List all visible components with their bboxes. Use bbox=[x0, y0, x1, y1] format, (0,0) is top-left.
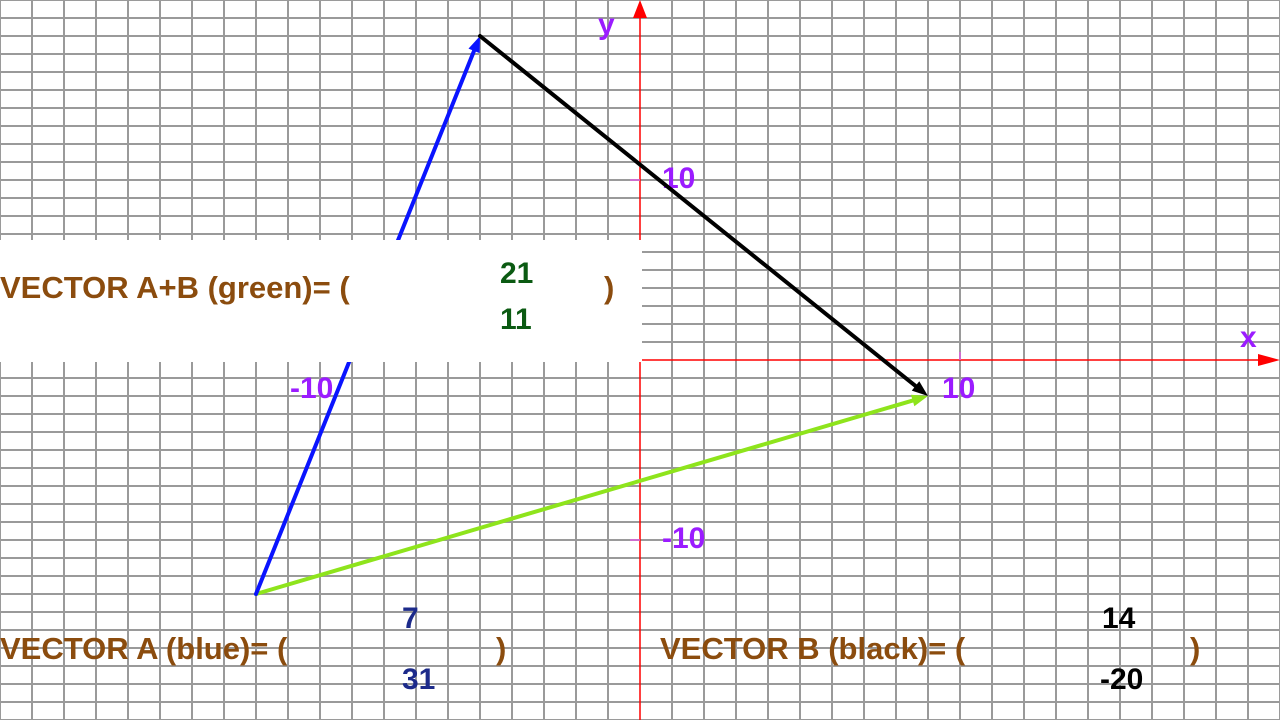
vector-a-y: 31 bbox=[402, 663, 435, 696]
vector-sum-shaft bbox=[254, 398, 915, 596]
vector-a-close-paren: ) bbox=[496, 631, 506, 666]
vector-sum-x: 21 bbox=[500, 257, 533, 290]
vector-a-label: VECTOR A (blue)= ( bbox=[0, 631, 288, 666]
vector-sum-label: VECTOR A+B (green)= ( bbox=[0, 270, 350, 305]
vector-a-arrowhead-icon bbox=[468, 36, 480, 54]
sum-label-panel bbox=[0, 240, 642, 362]
x-axis-arrow-icon bbox=[1258, 354, 1280, 366]
vector-sum-y: 11 bbox=[500, 303, 532, 336]
vector-a-x: 7 bbox=[402, 602, 419, 635]
vector-b-close-paren: ) bbox=[1190, 631, 1200, 666]
tick-label-y-10: 10 bbox=[662, 162, 695, 195]
y-axis-arrow-icon bbox=[633, 0, 647, 18]
x-axis-label: x bbox=[1240, 321, 1257, 354]
tick-label-x-neg10: -10 bbox=[290, 372, 333, 405]
vector-b-shaft bbox=[478, 34, 918, 388]
vector-sum-close-paren: ) bbox=[604, 270, 614, 305]
tick-label-y-neg10: -10 bbox=[662, 522, 705, 555]
tick-label-x-10: 10 bbox=[942, 372, 975, 405]
vector-b-y: -20 bbox=[1100, 663, 1143, 696]
vector-sum-arrowhead-icon bbox=[910, 394, 928, 407]
vector-b-arrowhead-icon bbox=[911, 381, 928, 396]
vector-b-label: VECTOR B (black)= ( bbox=[660, 631, 966, 666]
vector-b-x: 14 bbox=[1102, 602, 1136, 635]
y-axis-label: y bbox=[598, 8, 615, 41]
